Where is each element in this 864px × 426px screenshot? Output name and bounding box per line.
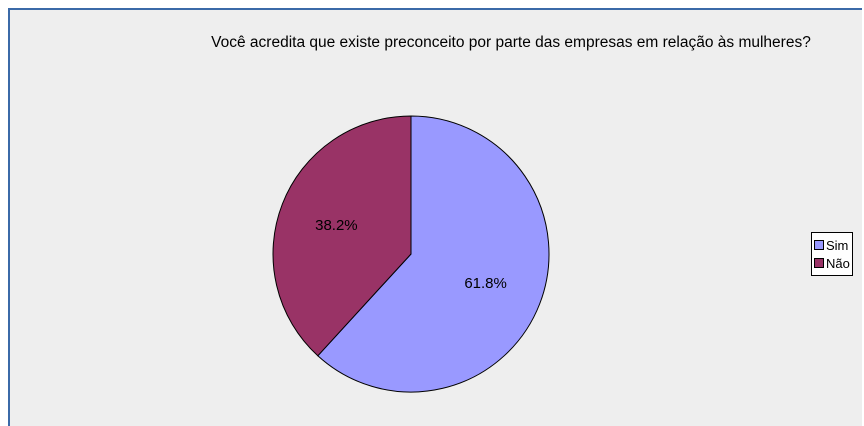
legend: Sim Não xyxy=(811,232,853,276)
data-label-sim: 61.8% xyxy=(464,275,507,292)
legend-swatch-sim xyxy=(814,240,824,250)
pie-slice-nao xyxy=(272,115,412,357)
data-label-nao: 38.2% xyxy=(315,217,358,234)
legend-item-sim: Sim xyxy=(814,236,852,254)
pie-slice-sim xyxy=(317,115,550,393)
legend-label-nao: Não xyxy=(826,255,850,271)
legend-item-nao: Não xyxy=(814,254,852,272)
chart-title: Você acredita que existe preconceito por… xyxy=(211,34,811,51)
legend-label-sim: Sim xyxy=(826,237,849,253)
legend-swatch-nao xyxy=(814,258,824,268)
